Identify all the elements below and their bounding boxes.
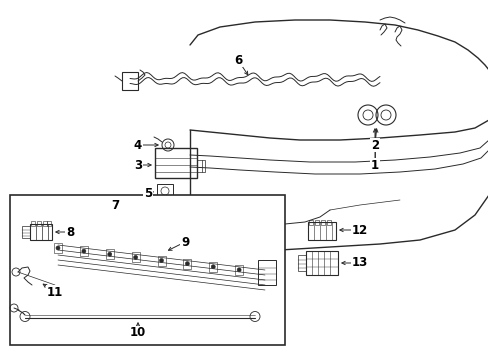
Bar	[80, 246, 88, 256]
Text: 9: 9	[181, 235, 189, 248]
Circle shape	[56, 246, 60, 250]
Bar	[22, 226, 30, 238]
Bar	[131, 252, 140, 262]
Bar	[314, 220, 318, 225]
Circle shape	[133, 255, 137, 259]
Text: 12: 12	[351, 224, 367, 237]
Text: 10: 10	[130, 327, 146, 339]
Bar	[183, 258, 191, 269]
Bar	[305, 251, 337, 275]
Text: 13: 13	[351, 256, 367, 270]
Bar	[157, 256, 165, 266]
Bar	[155, 148, 197, 178]
Bar	[10, 195, 285, 345]
Bar	[31, 221, 35, 226]
Bar	[209, 262, 217, 272]
Bar	[326, 220, 330, 225]
Circle shape	[107, 252, 112, 256]
Bar	[297, 255, 305, 271]
Text: 1: 1	[370, 158, 378, 171]
Text: 7: 7	[111, 198, 119, 212]
Circle shape	[81, 249, 86, 253]
Text: 11: 11	[47, 285, 63, 298]
Bar	[197, 160, 204, 172]
Bar	[54, 243, 62, 253]
Bar	[30, 224, 52, 240]
Bar	[43, 221, 47, 226]
Bar	[307, 222, 335, 240]
Circle shape	[211, 265, 215, 269]
Circle shape	[237, 268, 241, 272]
Bar	[122, 72, 138, 90]
Bar	[235, 265, 243, 275]
Text: 8: 8	[66, 225, 74, 239]
Text: 5: 5	[143, 186, 152, 199]
Bar	[320, 220, 325, 225]
Circle shape	[159, 258, 163, 262]
Bar	[37, 221, 41, 226]
Text: 6: 6	[233, 54, 242, 67]
Bar	[258, 260, 275, 285]
Text: 3: 3	[134, 158, 142, 171]
Bar	[105, 249, 114, 259]
Text: 4: 4	[134, 139, 142, 152]
Bar	[157, 184, 173, 198]
Bar	[47, 221, 51, 226]
Bar	[308, 220, 312, 225]
Circle shape	[185, 262, 189, 266]
Text: 2: 2	[370, 139, 378, 152]
